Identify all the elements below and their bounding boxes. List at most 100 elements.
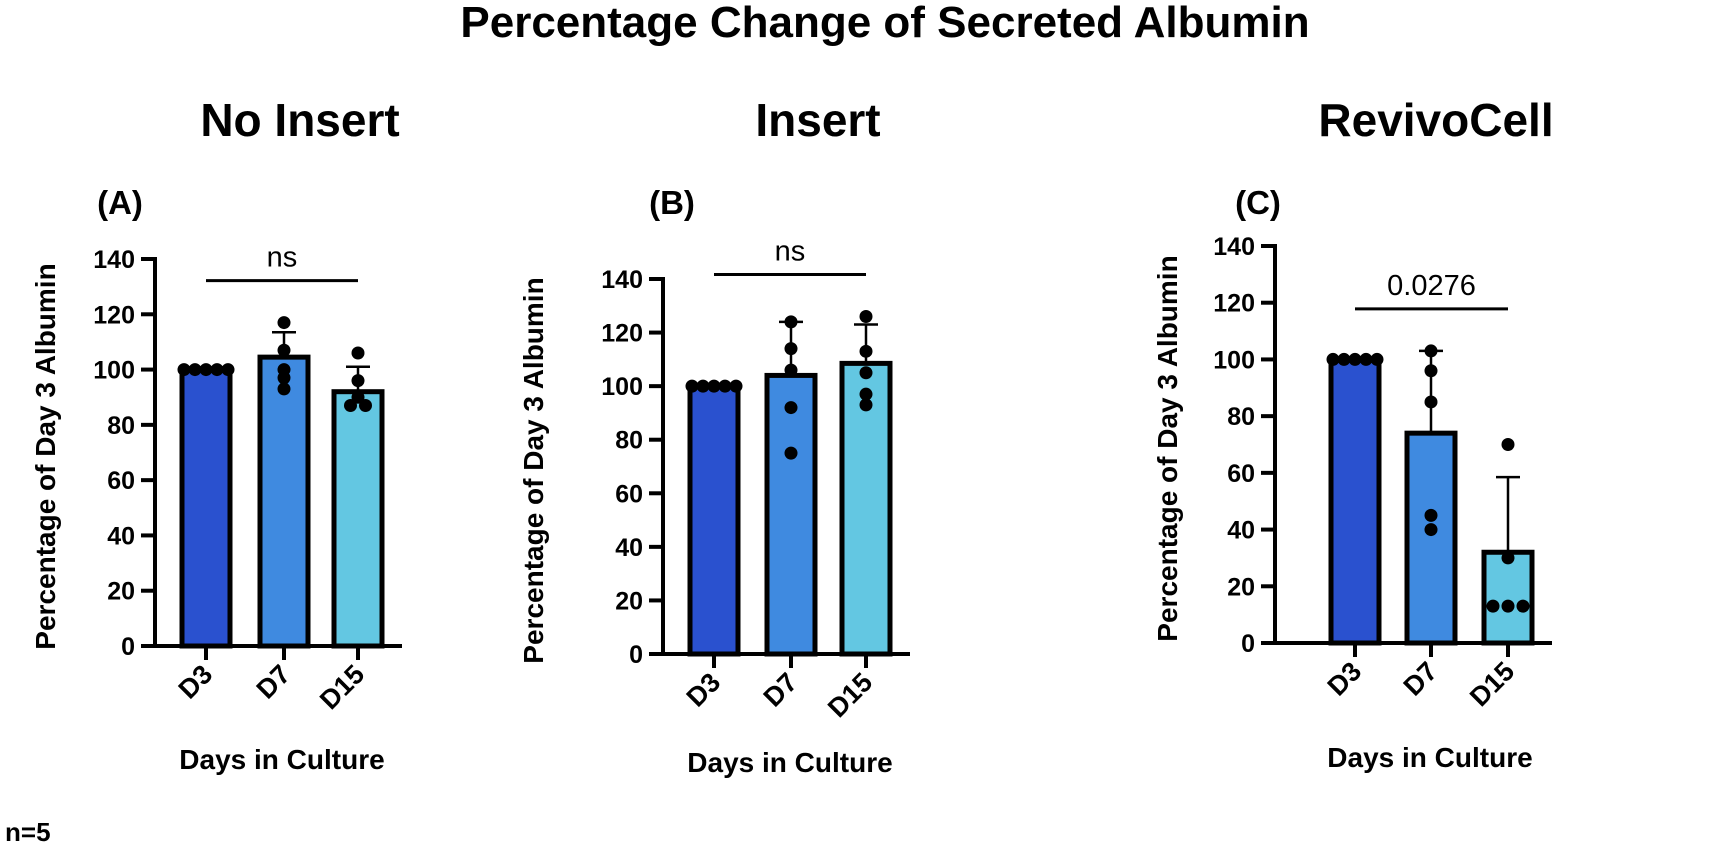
- y-axis-label: Percentage of Day 3 Albumin: [518, 277, 549, 663]
- data-point-d3: [1326, 352, 1340, 366]
- x-tick-label: D7: [251, 659, 297, 705]
- y-tick-label: 100: [601, 373, 643, 401]
- chart-panel-2: Insert (B) 0 20 40 60 80 100 120 140 D3 D7 D15 Percen…: [518, 94, 910, 778]
- x-tick-label: D7: [1398, 656, 1444, 702]
- data-point-d3: [729, 379, 743, 393]
- x-tick-label: D3: [173, 659, 219, 705]
- y-tick-label: 40: [1227, 517, 1255, 545]
- y-tick-label: 0: [1241, 630, 1255, 658]
- data-point-d3: [1348, 352, 1362, 366]
- data-point-d7: [277, 316, 291, 330]
- data-point-d15: [859, 398, 873, 412]
- bar-d7: [257, 354, 311, 649]
- x-tick-label: D15: [1464, 656, 1520, 712]
- data-point-d3: [685, 379, 699, 393]
- data-point-d3: [177, 363, 191, 377]
- data-point-d15: [1516, 599, 1530, 613]
- data-point-d3: [696, 379, 710, 393]
- x-tick-label: D15: [314, 659, 370, 715]
- y-tick-label: 120: [93, 301, 135, 329]
- data-point-d3: [1337, 352, 1351, 366]
- y-tick-label: 60: [107, 467, 135, 495]
- panel-title: RevivoCell: [1318, 94, 1553, 146]
- y-tick-label: 60: [1227, 460, 1255, 488]
- figure-title: Percentage Change of Secreted Albumin: [460, 0, 1309, 47]
- significance-label: ns: [267, 242, 298, 274]
- data-point-d15: [351, 390, 365, 404]
- data-point-d15: [1486, 599, 1500, 613]
- y-tick-label: 80: [107, 412, 135, 440]
- data-point-d7: [277, 382, 291, 396]
- x-tick-label: D3: [681, 667, 727, 713]
- x-tick-label: D3: [1322, 656, 1368, 702]
- data-point-d7: [1424, 395, 1438, 409]
- data-point-d15: [859, 366, 873, 380]
- y-tick-label: 100: [1213, 346, 1255, 374]
- chart-panel-3: RevivoCell (C) 0 20 40 60 80 100 120 140 D3 D7 D15 Pe…: [1152, 94, 1554, 773]
- y-tick-label: 60: [615, 480, 643, 508]
- y-tick-label: 140: [601, 266, 643, 294]
- data-point-d7: [784, 363, 798, 377]
- data-point-d15: [351, 374, 365, 388]
- data-point-d3: [1359, 352, 1373, 366]
- data-point-d3: [210, 363, 224, 377]
- data-point-d15: [359, 399, 372, 413]
- significance-label: 0.0276: [1387, 270, 1476, 302]
- y-tick-label: 100: [93, 357, 135, 385]
- sample-size-note: n=5: [5, 817, 51, 847]
- y-axis-label: Percentage of Day 3 Albumin: [1152, 255, 1183, 641]
- data-point-d7: [784, 401, 798, 415]
- y-tick-label: 120: [1213, 290, 1255, 318]
- y-tick-label: 20: [615, 587, 643, 615]
- data-point-d7: [277, 371, 291, 385]
- data-point-d3: [718, 379, 732, 393]
- data-point-d7: [277, 343, 291, 357]
- data-point-d15: [351, 346, 365, 360]
- bar-d3: [179, 367, 233, 649]
- x-tick-label: D15: [822, 667, 878, 723]
- y-tick-label: 40: [615, 534, 643, 562]
- panel-title: No Insert: [200, 94, 399, 146]
- data-point-d3: [707, 379, 721, 393]
- panel-title: Insert: [755, 94, 880, 146]
- data-point-d3: [1370, 352, 1384, 366]
- panels: No Insert (A) 0 20 40 60 80 100 120 140 D3 D7 D15 Per…: [30, 94, 1554, 778]
- significance-label: ns: [775, 236, 806, 268]
- data-point-d3: [199, 363, 213, 377]
- data-point-d7: [1424, 508, 1438, 522]
- y-tick-label: 20: [107, 578, 135, 606]
- bar-d3: [687, 383, 741, 657]
- data-point-d3: [221, 363, 235, 377]
- bar-d7: [764, 372, 818, 657]
- data-point-d15: [1501, 599, 1515, 613]
- y-tick-label: 0: [121, 633, 135, 661]
- y-axis-label: Percentage of Day 3 Albumin: [30, 263, 61, 649]
- data-point-d15: [1501, 551, 1515, 565]
- data-point-d15: [859, 310, 873, 323]
- panel-letter: (C): [1235, 184, 1281, 221]
- panel-letter: (B): [649, 184, 695, 221]
- data-point-d15: [344, 399, 357, 413]
- data-point-d3: [188, 363, 202, 377]
- y-tick-label: 80: [615, 427, 643, 455]
- data-point-d7: [784, 446, 798, 460]
- x-tick-label: D7: [758, 667, 804, 713]
- data-point-d15: [859, 344, 873, 358]
- y-tick-label: 120: [601, 320, 643, 348]
- x-axis-label: Days in Culture: [1327, 742, 1532, 773]
- y-tick-label: 40: [107, 522, 135, 550]
- bar-d15: [839, 360, 893, 657]
- data-point-d7: [1424, 344, 1438, 358]
- data-point-d7: [784, 315, 798, 329]
- y-tick-label: 140: [93, 246, 135, 274]
- chart-panel-1: No Insert (A) 0 20 40 60 80 100 120 140 D3 D7 D15 Per…: [30, 94, 402, 775]
- data-point-d7: [1424, 364, 1438, 378]
- x-axis-label: Days in Culture: [687, 747, 892, 778]
- y-tick-label: 140: [1213, 233, 1255, 261]
- data-point-d15: [859, 387, 873, 401]
- bar-d15: [331, 389, 385, 649]
- data-point-d7: [784, 342, 798, 356]
- bar-d7: [1404, 430, 1458, 646]
- y-tick-label: 80: [1227, 403, 1255, 431]
